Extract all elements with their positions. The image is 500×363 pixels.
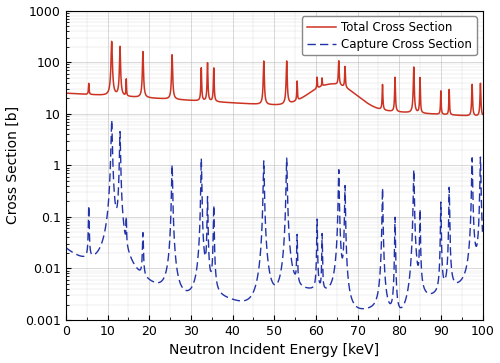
Total Cross Section — [112, 88, 118, 92]
Y-axis label: Cross Section [b]: Cross Section [b] — [6, 106, 20, 224]
Capture Cross Section — [250, 291, 256, 295]
Total Cross Section — [371, 105, 377, 109]
Total Cross Section — [108, 39, 114, 44]
Capture Cross Section — [108, 118, 114, 122]
Total Cross Section — [250, 102, 256, 106]
Capture Cross Section — [480, 230, 486, 234]
Line: Capture Cross Section: Capture Cross Section — [66, 120, 482, 309]
Line: Total Cross Section: Total Cross Section — [66, 41, 482, 115]
X-axis label: Neutron Incident Energy [keV]: Neutron Incident Energy [keV] — [169, 343, 379, 358]
Total Cross Section — [462, 113, 468, 118]
Total Cross Section — [63, 91, 69, 95]
Total Cross Section — [88, 92, 94, 96]
Total Cross Section — [152, 96, 158, 100]
Capture Cross Section — [360, 306, 366, 311]
Capture Cross Section — [152, 280, 158, 284]
Capture Cross Section — [112, 198, 118, 202]
Total Cross Section — [480, 112, 486, 117]
Capture Cross Section — [63, 245, 69, 250]
Total Cross Section — [468, 110, 473, 114]
Capture Cross Section — [371, 302, 377, 306]
Capture Cross Section — [468, 216, 473, 220]
Legend: Total Cross Section, Capture Cross Section: Total Cross Section, Capture Cross Secti… — [302, 16, 476, 56]
Capture Cross Section — [88, 249, 94, 253]
